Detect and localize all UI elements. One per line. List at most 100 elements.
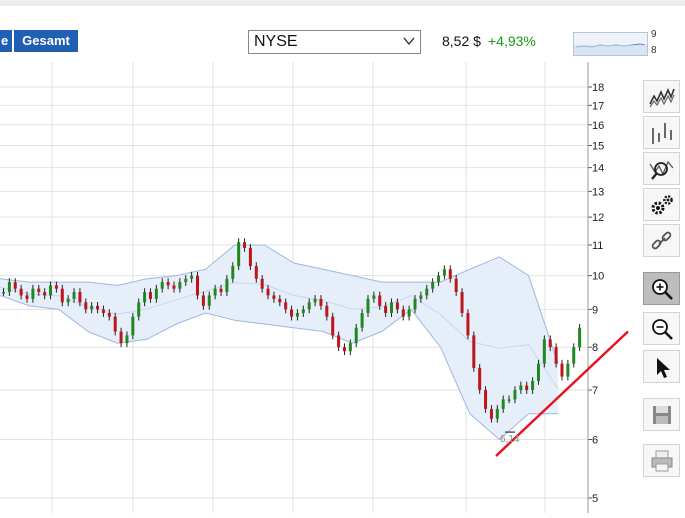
bollinger-upper [0, 244, 559, 364]
candle [60, 288, 64, 303]
candle [331, 316, 335, 336]
candle [384, 305, 388, 313]
candle [442, 269, 446, 276]
print-icon [651, 450, 672, 471]
candle [354, 327, 358, 344]
candle [548, 339, 552, 348]
candle [25, 295, 29, 299]
candle [572, 347, 576, 364]
candle [448, 269, 452, 279]
line-chart-button[interactable] [643, 80, 680, 113]
candle [90, 305, 94, 310]
candle [472, 335, 476, 368]
candle [437, 275, 441, 283]
price-chart[interactable]: 18 17 16 15 14 13 12 11 10 9 8 7 6 5 6,14 [0, 62, 640, 513]
candle [231, 266, 235, 279]
exchange-select-value: NYSE [254, 33, 298, 50]
link-icon [651, 231, 671, 249]
save-icon [652, 405, 671, 424]
ohlc-icon [651, 122, 672, 144]
candle [366, 298, 370, 313]
candle [325, 305, 329, 317]
candle [278, 298, 282, 303]
bollinger-band [0, 245, 558, 440]
y-tick-label: 18 [592, 82, 604, 94]
candle [566, 363, 570, 377]
pointer-button[interactable] [643, 350, 680, 383]
candle [84, 302, 88, 310]
candle [307, 302, 311, 310]
mini-tick-top: 9 [651, 29, 657, 40]
candle [154, 288, 158, 299]
bollinger-lower [0, 295, 558, 441]
period-button-prev[interactable]: e [0, 30, 12, 52]
candle [419, 295, 423, 299]
mini-chart[interactable] [573, 32, 648, 56]
candle [96, 305, 100, 310]
top-strip [0, 0, 685, 6]
indicator-search-button[interactable] [643, 152, 680, 185]
candle [143, 292, 147, 303]
y-tick-label: 8 [592, 342, 598, 354]
candle [301, 309, 305, 313]
candle [113, 316, 117, 332]
exchange-select[interactable]: NYSE [248, 30, 421, 54]
candle [319, 298, 323, 306]
candle [219, 288, 223, 293]
candle [390, 302, 393, 313]
candle [31, 288, 35, 299]
y-tick-label: 10 [592, 271, 604, 283]
candle [507, 399, 511, 401]
zoom-in-button[interactable] [643, 272, 680, 305]
candle [484, 390, 488, 409]
period-button-gesamt[interactable]: Gesamt [14, 30, 78, 52]
candle [266, 288, 270, 296]
zoom-out-icon [651, 318, 673, 340]
candle [160, 282, 164, 289]
y-tick-label: 5 [592, 493, 598, 505]
y-tick-label: 15 [592, 140, 604, 152]
low-label: 6,14 [500, 434, 520, 445]
candle [431, 282, 435, 289]
save-button[interactable] [643, 398, 680, 431]
pointer-icon [656, 357, 670, 378]
mini-tick-bottom: 8 [651, 45, 657, 56]
candle [201, 295, 205, 306]
chart-svg: 18 17 16 15 14 13 12 11 10 9 8 7 6 5 6,14 [0, 62, 629, 513]
candle [560, 363, 564, 377]
candle [72, 292, 76, 299]
candle [378, 295, 382, 306]
candle [519, 385, 523, 391]
candle [207, 295, 211, 306]
last-price: 8,52 $ [442, 33, 481, 49]
candle [542, 339, 546, 364]
link-button[interactable] [643, 224, 680, 257]
candle [196, 275, 199, 296]
candle [78, 292, 82, 303]
candle [454, 278, 458, 293]
settings-button[interactable] [643, 188, 680, 221]
y-tick-label: 6 [592, 435, 598, 447]
zoom-out-button[interactable] [643, 312, 680, 345]
candle [478, 367, 482, 391]
line-chart-icon [648, 87, 675, 107]
y-tick-label: 13 [592, 186, 604, 198]
candle [184, 278, 188, 283]
y-tick-label: 12 [592, 212, 604, 224]
settings-icon [651, 194, 673, 214]
candle [401, 309, 405, 317]
y-tick-label: 11 [592, 240, 603, 252]
y-tick-label: 16 [592, 120, 604, 132]
candle [348, 343, 352, 352]
candle [190, 275, 194, 279]
candle [290, 309, 294, 317]
candle [272, 295, 276, 299]
candle [501, 399, 505, 409]
candle [37, 288, 41, 293]
candle [101, 309, 105, 313]
candle [554, 347, 558, 364]
print-button[interactable] [643, 444, 680, 477]
ohlc-button[interactable] [643, 116, 680, 149]
candle [525, 385, 529, 391]
candle [531, 381, 535, 391]
